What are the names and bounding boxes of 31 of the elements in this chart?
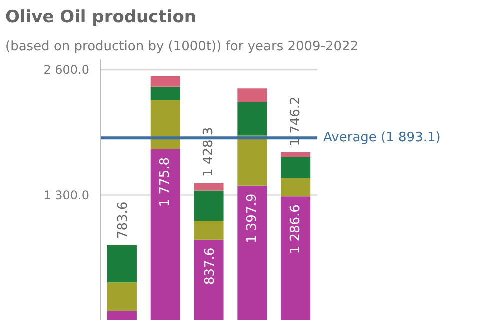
- bar: [238, 136, 268, 186]
- bar: [194, 182, 224, 191]
- bar: [194, 222, 224, 240]
- y-tick-label: 2 600.0: [44, 63, 90, 78]
- data-label: 1 397.9: [244, 194, 260, 244]
- total-label: 1 746.2: [288, 96, 304, 146]
- bar: [238, 102, 268, 136]
- y-tick-label: 1 300.0: [44, 188, 90, 202]
- bar: [107, 282, 137, 312]
- bar: [150, 149, 180, 320]
- bar: [281, 196, 311, 320]
- bar: [107, 245, 137, 283]
- bar: [238, 88, 268, 102]
- bar: [150, 86, 180, 100]
- chart-title: Olive Oil production: [6, 8, 196, 28]
- bar: [194, 240, 224, 320]
- chart-subtitle: (based on production by (1000t)) for years 2009-2022: [6, 40, 359, 54]
- bar: [281, 152, 311, 158]
- bar: [281, 157, 311, 178]
- ref-line-label: Average (1 893.1): [324, 130, 441, 146]
- data-label: 1 286.6: [288, 204, 304, 254]
- data-label: 837.6: [203, 248, 218, 286]
- data-label: 1 775.8: [158, 157, 174, 208]
- bar: [107, 311, 137, 320]
- total-label: 783.6: [116, 202, 132, 240]
- bar: [150, 76, 180, 87]
- total-label: 1 428.3: [202, 127, 217, 177]
- bar: [238, 186, 268, 320]
- bar: [150, 100, 180, 150]
- bar: [281, 178, 311, 197]
- bar: [194, 190, 224, 222]
